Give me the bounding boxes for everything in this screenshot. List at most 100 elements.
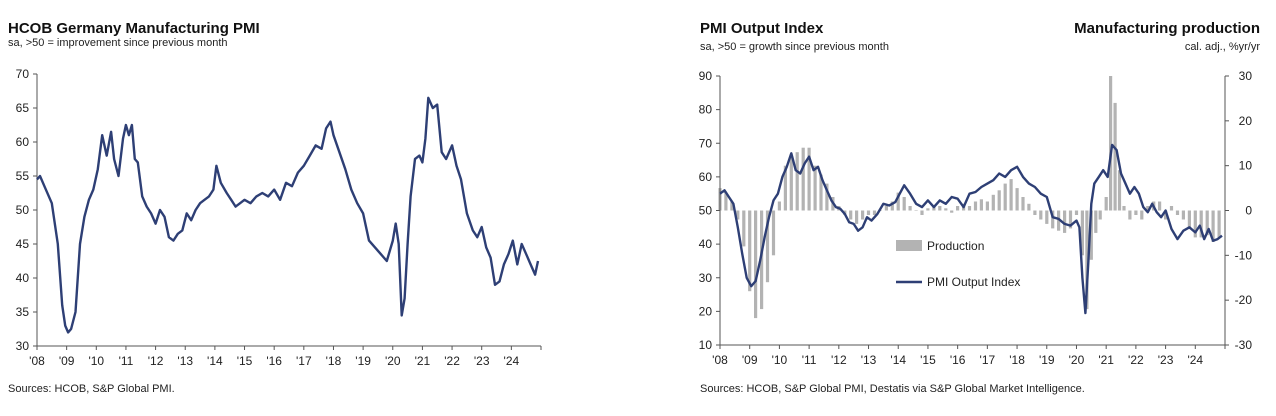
right-production-bar [991, 194, 995, 211]
right-production-bar [872, 210, 877, 215]
right-production-bar [1193, 210, 1197, 238]
right-production-bar [1199, 210, 1203, 238]
left-y-tick-label: 65 [16, 101, 30, 115]
right-production-bar [956, 206, 960, 211]
right-x-tick-label: '13 [861, 353, 877, 367]
left-chart-subtitle: sa, >50 = improvement since previous mon… [8, 37, 228, 49]
right-production-bar [1015, 188, 1019, 211]
left-y-tick-label: 70 [16, 67, 30, 81]
right-production-bar [724, 192, 728, 211]
right-chart-source: Sources: HCOB, S&P Global PMI, Destatis … [700, 383, 1085, 395]
right-y-tick-label: 60 [699, 170, 713, 184]
right-production-bar [1051, 210, 1055, 229]
right-production-bar [748, 210, 752, 292]
left-x-tick-label: '17 [296, 354, 312, 368]
right-production-bar [1063, 210, 1067, 233]
right-production-bar [855, 210, 859, 224]
right-x-tick-label: '08 [712, 353, 728, 367]
right-production-bar [1021, 197, 1025, 211]
right-y2-tick-label: -30 [1235, 338, 1253, 352]
right-y-tick-label: 40 [699, 237, 713, 251]
right-x-tick-label: '14 [890, 353, 906, 367]
left-y-tick-label: 40 [16, 271, 30, 285]
right-x-tick-label: '20 [1069, 353, 1085, 367]
right-production-bar [926, 208, 930, 211]
right-production-bar [944, 208, 948, 211]
right-production-bar [1164, 210, 1168, 220]
right-x-tick-label: '18 [1009, 353, 1025, 367]
right-axis-title: Manufacturing production [1074, 20, 1260, 37]
left-x-tick-label: '19 [355, 354, 371, 368]
right-production-bar [1169, 206, 1174, 211]
left-pmi-line [36, 96, 540, 334]
left-x-tick-label: '21 [415, 354, 431, 368]
right-y-tick-label: 20 [699, 304, 713, 318]
right-y-tick-label: 30 [699, 271, 713, 285]
left-x-tick-label: '09 [59, 354, 75, 368]
right-production-bar [825, 183, 829, 211]
left-x-tick-label: '24 [504, 354, 520, 368]
right-production-bar [1175, 210, 1180, 215]
right-y2-tick-label: -10 [1235, 248, 1253, 262]
right-x-tick-label: '12 [831, 353, 847, 367]
right-production-bar [914, 210, 918, 211]
right-x-tick-label: '21 [1098, 353, 1114, 367]
right-y2-tick-label: 30 [1239, 69, 1253, 83]
right-production-bar [1134, 210, 1138, 215]
right-production-bar [783, 165, 787, 211]
right-production-bar [979, 199, 983, 211]
right-y-tick-label: 90 [699, 69, 713, 83]
right-production-bar [1027, 203, 1031, 211]
right-production-bar [1074, 210, 1079, 215]
right-production-bar [985, 201, 989, 211]
right-production-bar [938, 206, 942, 211]
left-x-tick-label: '20 [385, 354, 401, 368]
right-y2-tick-label: 20 [1239, 114, 1253, 128]
right-production-bar [902, 197, 906, 211]
right-production-bar [1098, 210, 1102, 220]
right-production-bar [813, 165, 817, 211]
right-production-bar [1146, 206, 1150, 211]
left-y-tick-label: 55 [16, 169, 30, 183]
right-production-bar [1117, 170, 1122, 211]
right-production-bar [1085, 210, 1089, 310]
left-x-tick-label: '22 [444, 354, 460, 368]
right-production-bar [849, 210, 853, 220]
right-x-tick-label: '17 [980, 353, 996, 367]
right-production-bar [742, 210, 746, 247]
right-x-tick-label: '22 [1128, 353, 1144, 367]
right-production-bar [861, 210, 865, 220]
right-production-bar [754, 210, 758, 319]
right-legend-production-label: Production [927, 239, 984, 253]
right-production-bar [1080, 210, 1084, 256]
right-production-bar [973, 201, 978, 211]
left-x-tick-label: '18 [326, 354, 342, 368]
left-x-tick-label: '16 [266, 354, 282, 368]
right-pmi-line [719, 143, 1223, 315]
right-production-bar [765, 210, 770, 283]
right-chart-title: PMI Output Index [700, 20, 824, 37]
right-production-bar [819, 174, 823, 211]
left-y-tick-label: 45 [16, 237, 30, 251]
right-production-bar [1128, 210, 1132, 220]
right-production-bar [1181, 210, 1185, 220]
left-x-tick-label: '15 [237, 354, 253, 368]
right-production-bar [1158, 201, 1162, 211]
right-production-bar [801, 147, 805, 211]
right-production-bar [997, 190, 1001, 211]
left-chart-title: HCOB Germany Manufacturing PMI [8, 20, 260, 37]
left-y-tick-label: 35 [16, 305, 30, 319]
right-production-bar [1003, 183, 1007, 211]
right-production-bar [789, 156, 793, 211]
right-production-bar [896, 192, 900, 211]
right-production-bar [730, 201, 734, 211]
right-production-bar [807, 147, 811, 211]
right-production-bar [1068, 210, 1073, 229]
right-x-tick-label: '24 [1187, 353, 1203, 367]
right-production-bar [908, 206, 912, 211]
right-production-bar [1104, 197, 1108, 211]
right-production-bar [1033, 210, 1037, 215]
left-y-tick-label: 50 [16, 203, 30, 217]
left-x-tick-label: '11 [119, 354, 134, 368]
